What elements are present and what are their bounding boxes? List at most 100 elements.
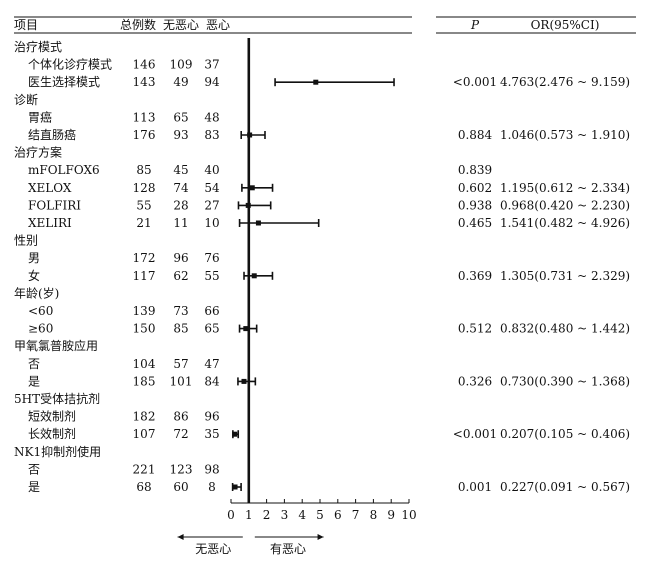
cell-no-nausea: 62 xyxy=(173,269,188,283)
x-tick-label: 2 xyxy=(263,508,271,522)
cell-p-value: 0.938 xyxy=(458,198,492,212)
cell-total: 139 xyxy=(133,304,156,318)
row-label: 女 xyxy=(28,268,40,283)
x-tick-label: 0 xyxy=(227,508,235,522)
point-estimate xyxy=(243,326,249,332)
cell-nausea: 96 xyxy=(204,410,219,424)
header-or: OR(95%CI) xyxy=(531,18,600,32)
row-label: 胃癌 xyxy=(28,109,52,124)
row-label: ≥60 xyxy=(28,322,53,336)
cell-or-ci: 1.195(0.612 ~ 2.334) xyxy=(500,181,630,195)
row-label: 是 xyxy=(28,480,40,494)
cell-or-ci: 0.832(0.480 ~ 1.442) xyxy=(500,322,630,336)
cell-total: 85 xyxy=(136,163,151,177)
cell-nausea: 84 xyxy=(204,374,220,388)
row-label: 男 xyxy=(28,251,40,265)
cell-total: 113 xyxy=(133,110,156,124)
cell-no-nausea: 73 xyxy=(173,304,188,318)
cell-nausea: 54 xyxy=(204,181,220,195)
cell-nausea: 8 xyxy=(208,480,216,494)
row-label: XELIRI xyxy=(28,216,72,230)
arrow-head-left xyxy=(177,534,184,540)
row-label: mFOLFOX6 xyxy=(28,163,100,177)
cell-no-nausea: 45 xyxy=(173,163,188,177)
cell-no-nausea: 86 xyxy=(173,410,188,424)
x-tick-label: 4 xyxy=(298,508,306,522)
cell-p-value: 0.465 xyxy=(458,216,492,230)
cell-total: 221 xyxy=(133,462,156,476)
point-estimate xyxy=(251,273,257,279)
row-label: FOLFIRI xyxy=(28,198,81,212)
group-label: 治疗模式 xyxy=(14,40,62,54)
cell-or-ci: 0.968(0.420 ~ 2.230) xyxy=(500,198,630,212)
cell-no-nausea: 65 xyxy=(173,110,188,124)
cell-total: 128 xyxy=(133,181,156,195)
header-item: 项目 xyxy=(14,18,38,32)
group-label: 甲氧氯普胺应用 xyxy=(14,338,98,353)
cell-nausea: 37 xyxy=(204,58,219,72)
header-total: 总例数 xyxy=(120,17,156,32)
cell-p-value: 0.839 xyxy=(458,163,492,177)
point-estimate xyxy=(232,431,238,437)
cell-or-ci: 1.541(0.482 ~ 4.926) xyxy=(500,216,630,230)
group-label: 治疗方案 xyxy=(14,145,62,160)
row-label: 医生选择模式 xyxy=(28,75,100,89)
cell-nausea: 76 xyxy=(204,251,219,265)
cell-total: 176 xyxy=(133,128,156,142)
direction-label-left: 无恶心 xyxy=(195,542,231,556)
cell-nausea: 10 xyxy=(204,216,219,230)
row-label: <60 xyxy=(28,304,53,318)
point-estimate xyxy=(313,79,319,85)
row-label: 否 xyxy=(28,462,40,476)
cell-or-ci: 0.207(0.105 ~ 0.406) xyxy=(500,427,630,441)
cell-no-nausea: 123 xyxy=(170,462,193,476)
cell-p-value: 0.369 xyxy=(458,269,492,283)
cell-p-value: 0.884 xyxy=(458,128,493,142)
cell-or-ci: 0.730(0.390 ~ 1.368) xyxy=(500,374,630,388)
cell-no-nausea: 57 xyxy=(173,357,188,371)
cell-no-nausea: 74 xyxy=(173,181,189,195)
cell-no-nausea: 28 xyxy=(173,198,188,212)
x-tick-label: 8 xyxy=(370,508,378,522)
cell-total: 172 xyxy=(133,251,156,265)
row-label: 长效制剂 xyxy=(28,426,76,441)
cell-nausea: 48 xyxy=(204,110,219,124)
row-label: 短效制剂 xyxy=(28,409,76,424)
group-label: 年龄(岁) xyxy=(14,285,59,300)
cell-or-ci: 1.046(0.573 ~ 1.910) xyxy=(500,128,630,142)
cell-total: 107 xyxy=(133,427,156,441)
cell-total: 68 xyxy=(136,480,151,494)
header-nausea: 恶心 xyxy=(206,18,230,32)
cell-no-nausea: 93 xyxy=(173,128,188,142)
cell-no-nausea: 85 xyxy=(173,322,188,336)
row-label: XELOX xyxy=(28,181,72,195)
point-estimate xyxy=(255,220,261,226)
cell-nausea: 55 xyxy=(204,269,219,283)
x-tick-label: 6 xyxy=(334,508,342,522)
point-estimate xyxy=(232,484,238,490)
cell-no-nausea: 72 xyxy=(173,427,188,441)
cell-nausea: 47 xyxy=(204,357,219,371)
row-label: 结直肠癌 xyxy=(28,127,76,142)
cell-nausea: 66 xyxy=(204,304,219,318)
point-estimate xyxy=(241,378,247,384)
group-label: 性别 xyxy=(14,234,38,248)
group-label: 诊断 xyxy=(14,92,38,107)
direction-label-right: 有恶心 xyxy=(270,542,306,556)
cell-no-nausea: 96 xyxy=(173,251,188,265)
cell-no-nausea: 49 xyxy=(173,75,188,89)
cell-p-value: <0.001 xyxy=(453,75,497,89)
cell-total: 21 xyxy=(136,216,151,230)
cell-total: 55 xyxy=(136,198,151,212)
cell-total: 146 xyxy=(133,58,156,72)
row-label: 否 xyxy=(28,357,40,371)
cell-nausea: 65 xyxy=(204,322,219,336)
cell-or-ci: 1.305(0.731 ~ 2.329) xyxy=(500,269,630,283)
cell-nausea: 40 xyxy=(204,163,219,177)
x-tick-label: 9 xyxy=(387,508,395,522)
header-p: P xyxy=(470,18,480,32)
cell-p-value: 0.326 xyxy=(458,374,492,388)
cell-or-ci: 4.763(2.476 ~ 9.159) xyxy=(500,75,630,89)
